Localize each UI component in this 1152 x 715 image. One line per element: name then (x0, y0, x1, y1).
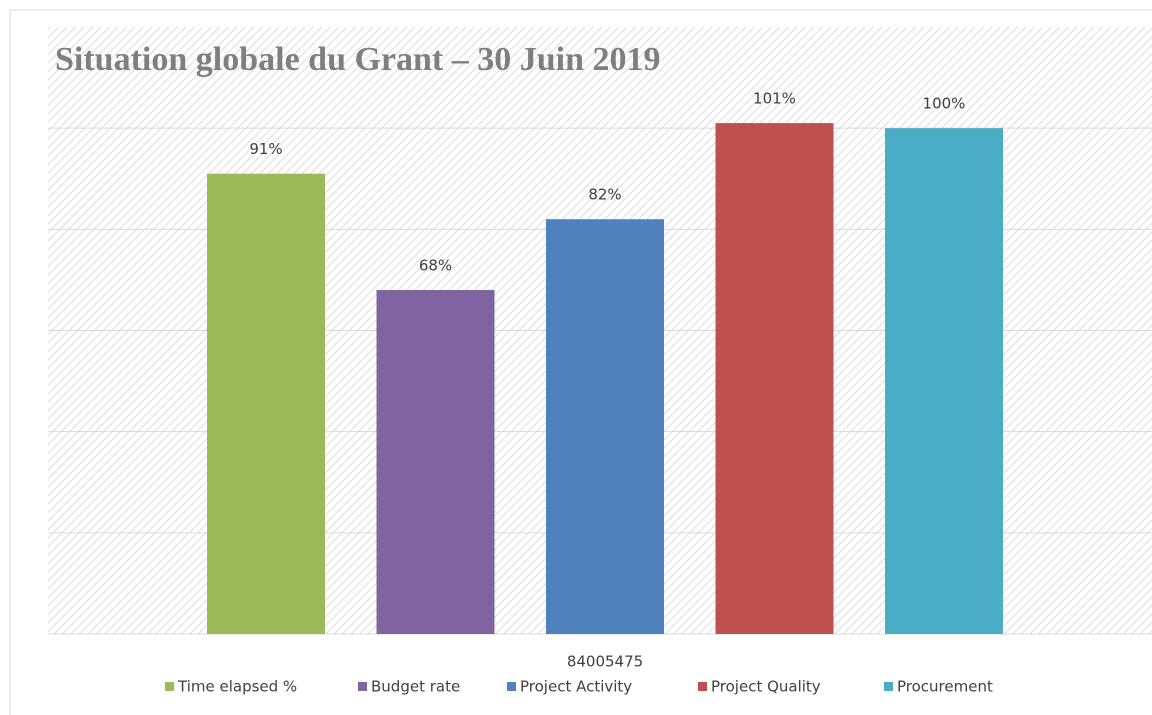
legend-swatch (507, 682, 516, 691)
bar (715, 123, 834, 634)
bar (546, 219, 664, 634)
data-label: 101% (753, 90, 796, 108)
legend-swatch (698, 682, 707, 691)
legend-label: Budget rate (371, 678, 460, 696)
legend-label: Procurement (897, 678, 993, 696)
legend-label: Project Activity (520, 678, 632, 696)
bar (207, 173, 325, 635)
legend-swatch (358, 682, 367, 691)
legend-label: Time elapsed % (177, 678, 297, 696)
bar (376, 290, 495, 634)
data-label: 91% (249, 140, 282, 158)
data-label: 68% (419, 257, 452, 275)
chart-title: Situation globale du Grant – 30 Juin 201… (55, 41, 661, 78)
legend-label: Project Quality (711, 678, 821, 696)
legend-swatch (884, 682, 893, 691)
data-label: 100% (923, 95, 966, 113)
legend-swatch (165, 682, 174, 691)
x-tick-label: 84005475 (567, 653, 643, 671)
bar (885, 128, 1003, 634)
data-label: 82% (588, 186, 621, 204)
